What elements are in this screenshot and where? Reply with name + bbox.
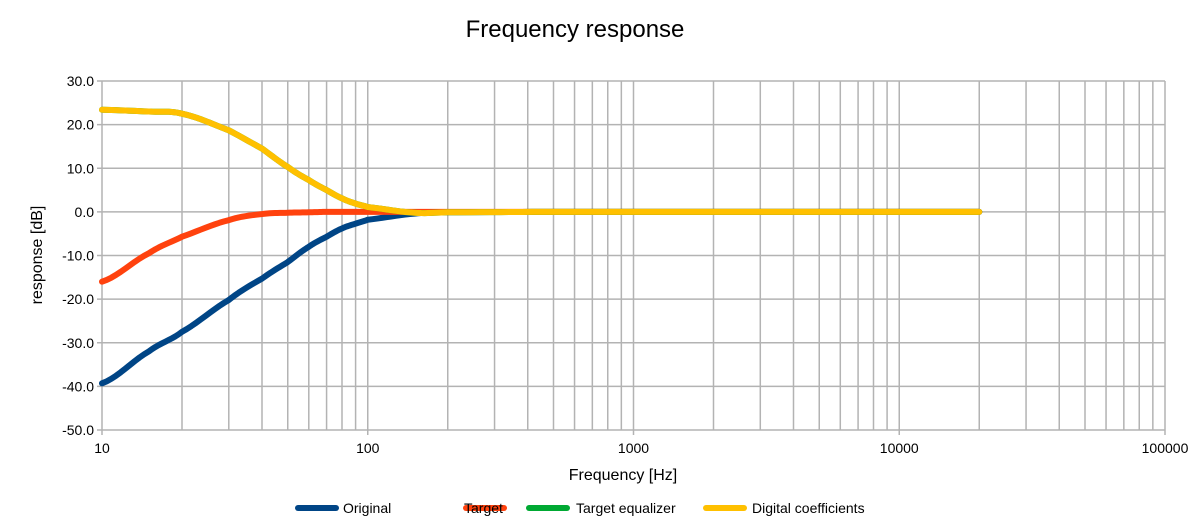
x-tick-label: 100000 <box>1142 440 1189 456</box>
y-tick-label: -40.0 <box>62 378 94 394</box>
x-tick-label: 10000 <box>880 440 919 456</box>
chart-title: Frequency response <box>466 16 685 43</box>
y-tick-label: -50.0 <box>62 422 94 438</box>
y-tick-label: -10.0 <box>62 248 94 264</box>
legend-label: Target equalizer <box>576 500 676 516</box>
x-tick-label: 10 <box>94 440 110 456</box>
y-tick-label: 0.0 <box>75 204 95 220</box>
y-tick-label: -30.0 <box>62 335 94 351</box>
x-axis-label: Frequency [Hz] <box>569 467 677 484</box>
y-tick-label: -20.0 <box>62 291 94 307</box>
legend-label: Original <box>343 500 391 516</box>
y-axis-label: response [dB] <box>29 206 46 305</box>
y-tick-label: 20.0 <box>67 117 94 133</box>
legend-label: Digital coefficients <box>752 500 865 516</box>
y-tick-label: 10.0 <box>67 160 94 176</box>
x-tick-label: 1000 <box>618 440 649 456</box>
y-tick-label: 30.0 <box>67 73 94 89</box>
legend-label: Target <box>464 500 503 516</box>
series-line-original <box>99 208 983 387</box>
series-line-target <box>99 208 983 285</box>
x-tick-label: 100 <box>356 440 380 456</box>
series-line-digital-coefficients <box>99 106 983 217</box>
